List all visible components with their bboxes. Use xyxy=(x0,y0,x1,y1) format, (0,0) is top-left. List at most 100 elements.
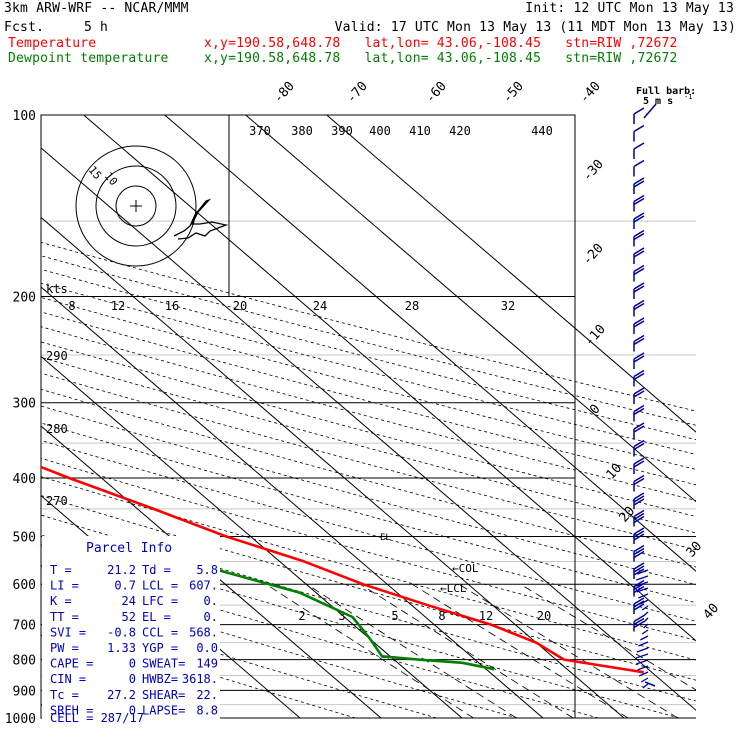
wind-barb-icon xyxy=(638,641,649,647)
hodograph-ring-label: 15 xyxy=(86,164,104,183)
theta-label: 370 xyxy=(249,124,271,138)
hodograph-ring xyxy=(75,145,197,267)
wind-barb-icon xyxy=(641,605,649,611)
parcel-value: 0. xyxy=(204,610,218,624)
parcel-value: 568. xyxy=(189,625,218,639)
upper-axis-label: 8 xyxy=(68,299,75,313)
parcel-label: YGP = xyxy=(142,641,178,655)
parcel-value: 607. xyxy=(189,579,218,593)
valid-time: Valid: 17 UTC Mon 13 May 13 (11 MDT Mon … xyxy=(334,20,736,35)
dewpoint-profile-line xyxy=(41,543,495,671)
barb-legend-icon xyxy=(643,103,657,119)
wind-barb-icon xyxy=(633,585,645,594)
model-title: 3km ARW-WRF -- NCAR/MMM xyxy=(4,1,189,16)
dry-adiabat-label: 290 xyxy=(46,349,68,363)
parcel-label: PW = xyxy=(50,641,79,655)
isotherm-line xyxy=(164,115,696,572)
wind-barb-icon xyxy=(633,568,645,576)
wind-barb-icon xyxy=(633,597,645,605)
wind-barb-icon xyxy=(633,617,645,626)
parcel-value: 22. xyxy=(196,688,218,702)
pressure-label: 600 xyxy=(13,578,36,593)
parcel-value: 21.2 xyxy=(107,563,136,577)
pressure-label: 300 xyxy=(13,397,36,412)
wind-barb-icon xyxy=(633,495,645,503)
parcel-value: -0.8 xyxy=(107,625,136,639)
wind-barb-icon xyxy=(633,527,645,535)
dry-adiabat-line xyxy=(41,534,680,719)
isotherm-label: 30 xyxy=(684,539,706,561)
parcel-label: TT = xyxy=(50,610,79,624)
parcel-value: 8.8 xyxy=(196,703,218,717)
wind-barb-icon xyxy=(633,498,645,506)
wind-barb-icon xyxy=(639,635,649,641)
wind-barb-icon xyxy=(633,544,645,553)
wind-barb-icon xyxy=(633,302,645,311)
parcel-value: 52 xyxy=(122,610,136,624)
wind-barb-icon xyxy=(633,620,645,629)
wind-barb-icon xyxy=(633,460,645,468)
isotherm-label: -50 xyxy=(500,79,527,106)
parcel-label: LAPSE= xyxy=(142,703,185,717)
wind-barb-icon xyxy=(633,177,645,185)
parcel-label: CCL = xyxy=(142,625,178,639)
parcel-label: CAPE = xyxy=(50,657,93,671)
isotherm-label: -30 xyxy=(580,157,607,184)
forecast-hours: 5 h xyxy=(84,20,109,35)
parcel-info-box xyxy=(42,536,220,729)
wind-barb-icon xyxy=(633,512,645,521)
isotherm-line xyxy=(41,147,696,711)
wind-barb-icon xyxy=(633,565,645,573)
parcel-label: Tc = xyxy=(50,688,79,702)
wind-barb-icon xyxy=(635,653,649,659)
theta-label: 440 xyxy=(531,124,553,138)
isotherm-line xyxy=(83,115,696,642)
isotherm-line xyxy=(326,115,696,433)
parcel-label: Td = xyxy=(142,563,171,577)
wind-barb-icon xyxy=(633,533,645,541)
wind-barb-icon xyxy=(633,547,645,556)
wind-barb-icon xyxy=(633,550,645,559)
wind-barb-icon xyxy=(633,267,645,276)
wind-barb-icon xyxy=(633,352,645,360)
wind-barb-icon xyxy=(633,425,645,433)
pressure-label: 800 xyxy=(13,654,36,669)
wind-barb-icon xyxy=(635,581,649,587)
pressure-label: 200 xyxy=(13,291,36,306)
isotherm-label: -40 xyxy=(577,79,604,106)
upper-axis-label: 16 xyxy=(165,299,179,313)
parcel-label: SHEAR= xyxy=(142,688,185,702)
wind-barb-icon xyxy=(633,407,645,416)
parcel-label: CIN = xyxy=(50,672,86,686)
wind-barb-icon xyxy=(633,509,645,518)
parcel-cell: CELL = 287/17 xyxy=(50,711,144,725)
parcel-value: 24 xyxy=(122,594,136,608)
dewpoint-location: x,y=190.58,648.78 lat,lon= 43.06,-108.45… xyxy=(204,51,678,66)
parcel-label: LFC = xyxy=(142,594,178,608)
parcel-label: K = xyxy=(50,594,72,608)
parcel-value: 0. xyxy=(204,594,218,608)
parcel-value: 0.7 xyxy=(114,579,136,593)
wind-barb-icon xyxy=(636,659,649,665)
dry-adiabat-line xyxy=(41,495,696,681)
hodograph-units: kts xyxy=(46,282,68,296)
init-time: Init: 12 UTC Mon 13 May 13 xyxy=(525,1,734,16)
mixing-ratio-label: 2 xyxy=(298,609,305,623)
wind-barb-icon xyxy=(644,681,656,687)
wind-barb-icon xyxy=(633,600,645,608)
isotherm-label: -80 xyxy=(271,79,298,106)
wind-barb-icon xyxy=(643,611,649,617)
wind-barb-icon xyxy=(633,180,645,188)
wind-barb-icon xyxy=(633,285,645,293)
parcel-value: 0.0 xyxy=(196,641,218,655)
parcel-value: 1.33 xyxy=(107,641,136,655)
wind-barb-icon xyxy=(633,212,645,220)
dry-adiabat-line xyxy=(41,297,696,470)
pressure-label: 900 xyxy=(13,684,36,699)
parcel-value: 3618. xyxy=(182,672,218,686)
barb-legend-title: Full barb: xyxy=(636,86,696,97)
isotherm-label: 0 xyxy=(587,402,603,418)
pressure-label: 100 xyxy=(13,109,36,124)
wind-barb-icon xyxy=(636,575,649,581)
